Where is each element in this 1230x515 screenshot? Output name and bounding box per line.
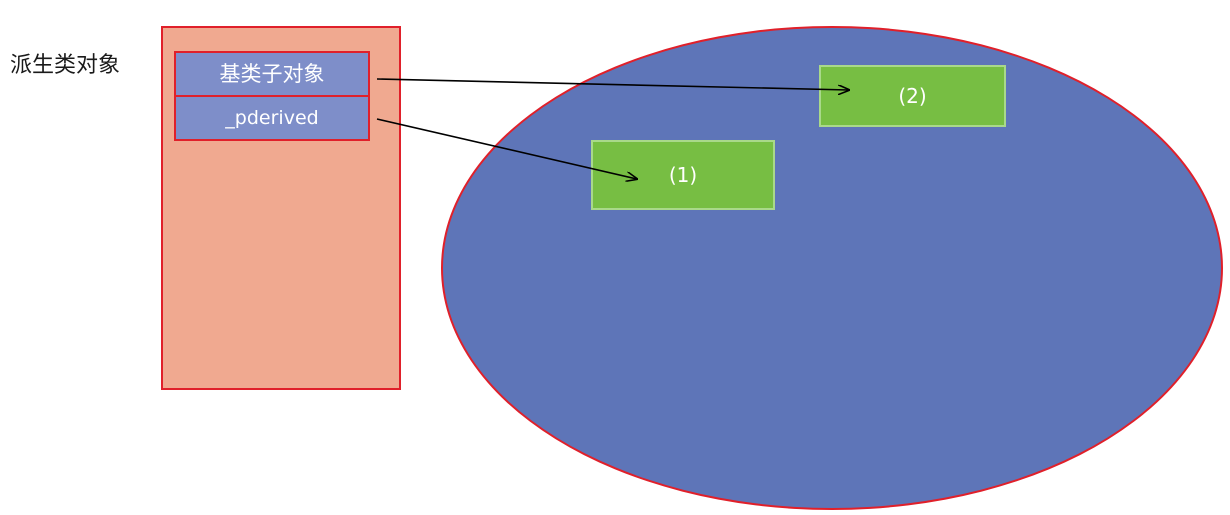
heap-box-1: (1) — [591, 140, 775, 210]
base-subobject-cell: 基类子对象 — [174, 51, 370, 97]
heap-box-2: (2) — [819, 65, 1006, 127]
pderived-pointer-cell: _pderived — [174, 95, 370, 141]
derived-object-label: 派生类对象 — [10, 53, 121, 78]
